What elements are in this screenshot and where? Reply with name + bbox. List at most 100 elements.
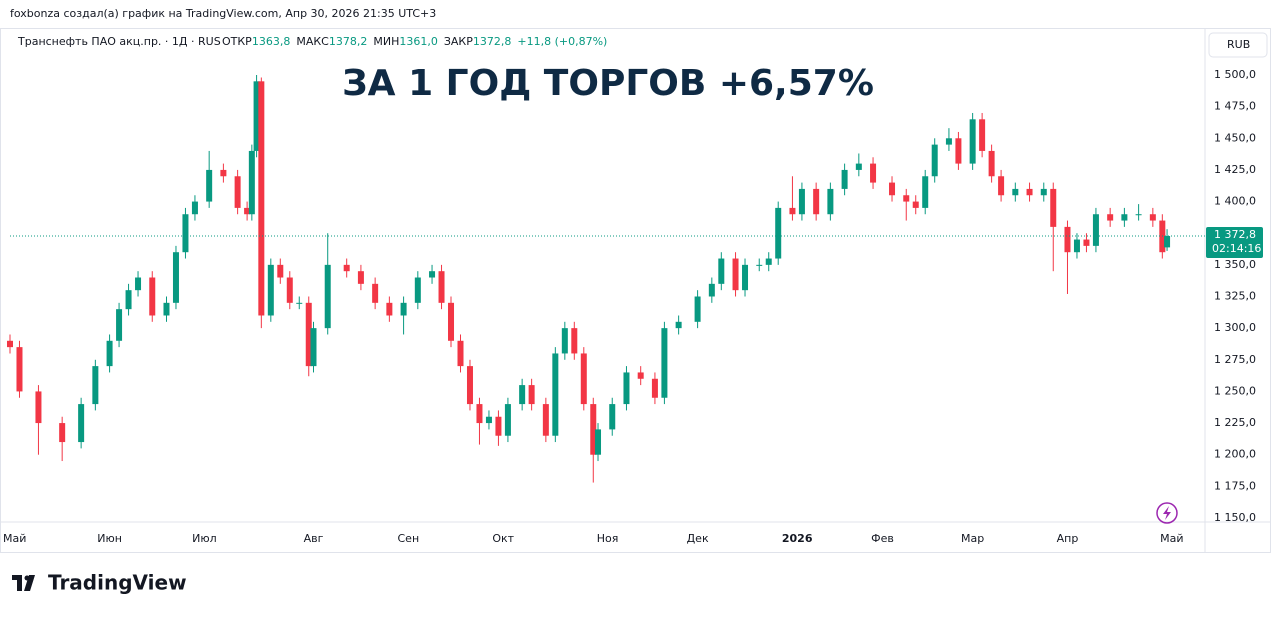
candle-body — [414, 277, 421, 303]
annotation-title: ЗА 1 ГОД ТОРГОВ +6,57% — [342, 63, 874, 104]
candle-body — [595, 429, 602, 455]
candle-body — [163, 302, 170, 316]
candle-body — [988, 150, 995, 177]
x-tick-label: Май — [3, 532, 26, 545]
candle-body — [448, 302, 455, 341]
currency: RUB — [1227, 38, 1250, 51]
y-tick-label: 1 275,0 — [1214, 353, 1256, 366]
candle-body — [561, 328, 568, 354]
y-tick-label: 1 175,0 — [1214, 479, 1256, 492]
ohlc-value: 1361,0 — [399, 35, 438, 48]
candle-body — [400, 302, 407, 316]
currency-button[interactable] — [1208, 32, 1268, 58]
candle-body — [889, 182, 896, 196]
candle-body — [661, 328, 668, 398]
candle-body — [1064, 226, 1071, 253]
x-tick-label: Авг — [304, 532, 324, 545]
y-tick-label: 1 475,0 — [1214, 100, 1256, 113]
candle-body — [609, 404, 616, 430]
candle-body — [912, 201, 919, 208]
y-tick-label: 1 450,0 — [1214, 131, 1256, 144]
candle-body — [969, 119, 976, 164]
candle-body — [1083, 239, 1090, 246]
credit: foxbonza создал(а) график на TradingView… — [10, 7, 436, 20]
frame — [0, 28, 1271, 553]
candle-body — [528, 385, 535, 405]
x-tick-label: Апр — [1057, 532, 1079, 545]
candle-body — [855, 163, 862, 170]
candle-body — [220, 169, 227, 177]
candle-body — [78, 404, 85, 443]
candle-body — [841, 169, 848, 189]
candle-body — [429, 271, 436, 278]
candle-body — [979, 119, 986, 151]
logo-mark — [12, 575, 35, 591]
candle-body — [623, 372, 630, 405]
candle-body — [694, 296, 701, 322]
candle-body — [1026, 188, 1033, 196]
plot — [7, 75, 1205, 483]
candle-body — [16, 347, 23, 392]
candle-body — [324, 264, 331, 329]
candle-body — [1092, 214, 1099, 246]
candle-body — [438, 271, 445, 303]
candle-body — [637, 372, 644, 379]
ohlc-label: ОТКР — [222, 35, 252, 48]
y-tick-label: 1 250,0 — [1214, 384, 1256, 397]
candle-body — [756, 264, 763, 266]
candle-body — [286, 277, 293, 303]
candle-body — [1012, 188, 1019, 196]
candle-body — [305, 302, 312, 367]
candle-body — [1107, 214, 1114, 221]
x-tick-label: Ноя — [597, 532, 619, 545]
candle-body — [125, 290, 132, 310]
x-tick-label: Окт — [492, 532, 514, 545]
candle-body — [253, 81, 260, 151]
candle-body — [903, 195, 910, 202]
y-tick-label: 1 300,0 — [1214, 321, 1256, 334]
candle-body — [798, 188, 805, 215]
y-tick-label: 1 150,0 — [1214, 511, 1256, 524]
candle-body — [234, 176, 241, 208]
x-tick-label: Дек — [687, 532, 709, 545]
candle-body — [372, 283, 379, 303]
candle-body — [172, 252, 179, 303]
flash-icon[interactable] — [1156, 502, 1178, 524]
candle-body — [7, 340, 13, 348]
candle-body — [182, 214, 189, 253]
ohlc-label: МИН — [373, 35, 399, 48]
candle-body — [343, 264, 350, 272]
candle-body — [59, 423, 66, 443]
candle-body — [310, 328, 317, 367]
ohlc-value: 1372,8 — [473, 35, 512, 48]
candle-body — [552, 353, 559, 436]
x-tick-label: Мар — [961, 532, 984, 545]
candle-body — [296, 302, 303, 304]
ohlc-value: 1378,2 — [329, 35, 368, 48]
candle-body — [571, 328, 578, 354]
x-tick-label: Фев — [871, 532, 894, 545]
candle-body — [789, 207, 796, 215]
candle-body — [149, 277, 156, 316]
candle-body — [116, 309, 123, 341]
candle-body — [732, 258, 739, 291]
candle-body — [1040, 188, 1047, 196]
ohlc-label: ЗАКР — [444, 35, 473, 48]
y-tick-label: 1 350,0 — [1214, 258, 1256, 271]
candle-body — [775, 207, 782, 259]
candle-body — [998, 176, 1005, 196]
candle-body — [92, 366, 99, 405]
candle-body — [466, 366, 473, 405]
candle-body — [765, 258, 772, 265]
candle-body — [718, 258, 725, 284]
symbol: Транснефть ПАО акц.пр. · 1Д · RUS — [17, 35, 221, 48]
candle-body — [35, 391, 42, 424]
candle-body — [813, 188, 820, 215]
candle-body — [742, 264, 749, 291]
candle-body — [244, 207, 251, 215]
logo: TradingView — [12, 571, 187, 595]
candle-body — [708, 283, 715, 297]
candle-body — [504, 404, 511, 436]
